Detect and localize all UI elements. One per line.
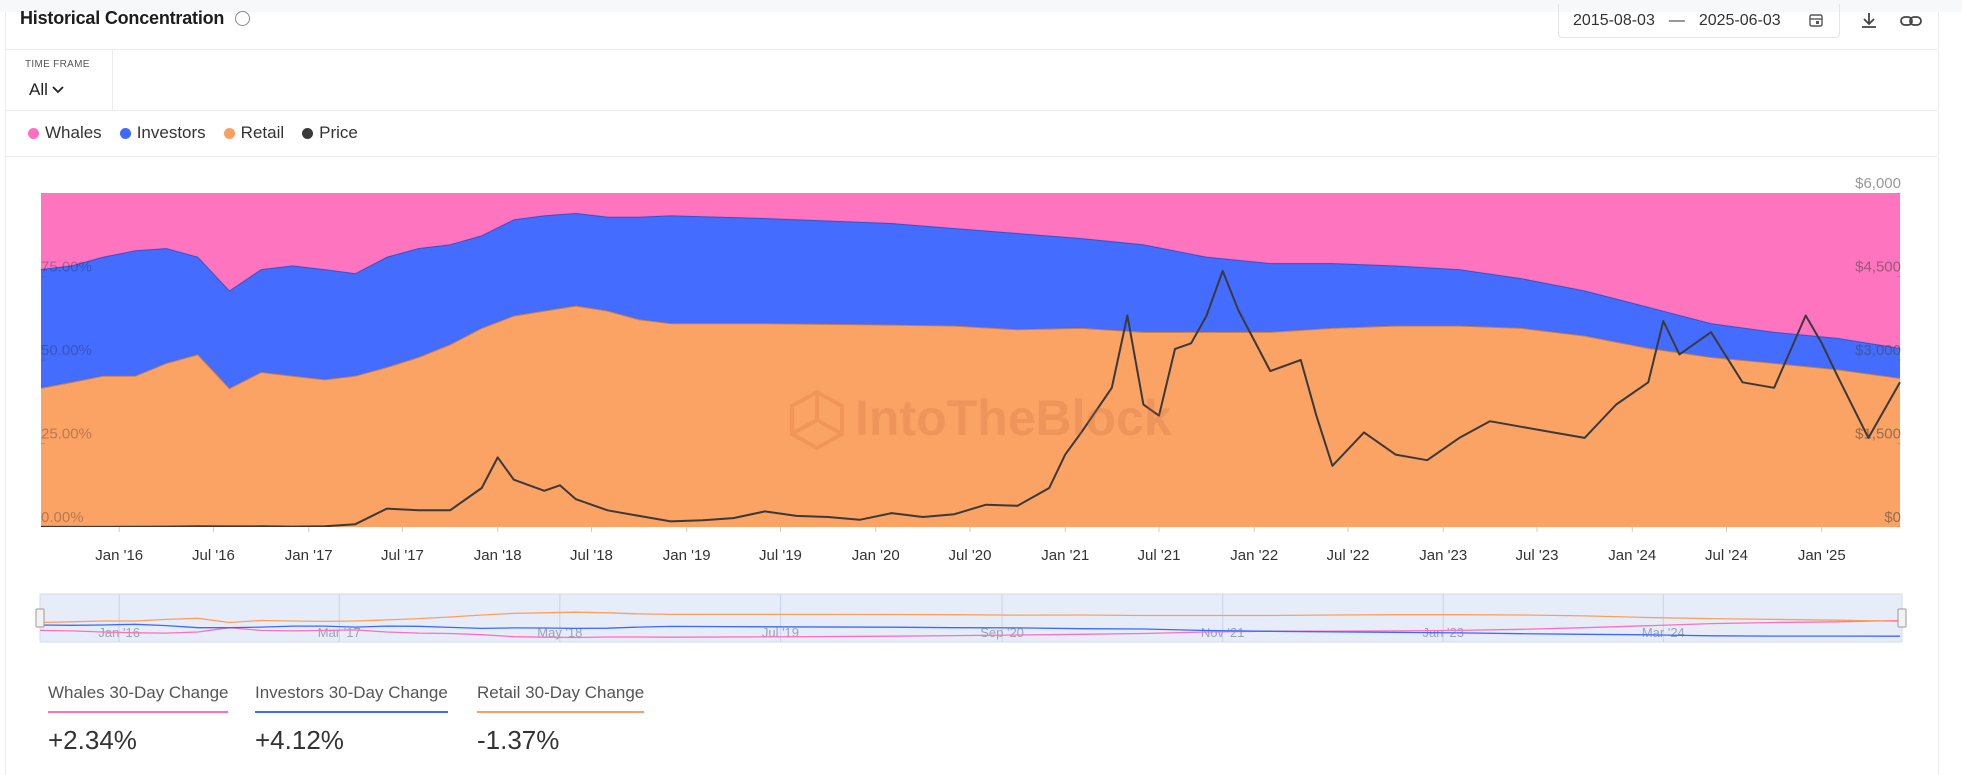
legend-item[interactable]: Price [302,123,358,143]
y2-tick-label: $3,000 [1855,342,1901,359]
calendar-icon[interactable] [1808,12,1824,28]
x-tick-label: Jul '16 [192,547,235,564]
legend-label: Price [319,123,358,142]
navigator-line [39,611,1901,624]
stat-label: Investors 30-Day Change [255,683,448,713]
time-frame-label: TIME FRAME [25,59,90,70]
y-tick-label: 25.00% [41,426,92,443]
navigator-line [39,623,1901,637]
stat-value: +2.34% [48,725,137,755]
price-line [41,269,1901,527]
navigator-line [39,619,1901,639]
x-tick-label: Jul '24 [1705,547,1748,564]
date-range[interactable]: 2015-08-03 — 2025-06-03 [1558,4,1840,38]
x-tick-label: Jul '17 [381,547,424,564]
x-tick-label: Jan '18 [474,547,522,564]
stat: Investors 30-Day Change +4.12% [255,683,448,756]
x-tick-label: Jul '20 [949,547,992,564]
watermark-group: IntoTheBlock [790,389,1172,451]
stat-value: -1.37% [477,725,560,755]
y2-tick-label: $6,000 [1855,175,1901,192]
x-tick-label: Jan '16 [95,547,143,564]
stat-label: Whales 30-Day Change [48,683,229,713]
x-tick-label: Jan '25 [1798,547,1846,564]
navigator-tick-label: Sep '20 [980,625,1024,640]
stat: Retail 30-Day Change -1.37% [477,683,645,756]
legend-label: Whales [45,123,102,142]
legend-item[interactable]: Investors [119,123,206,143]
divider [5,110,1937,111]
navigator-handle[interactable] [1897,608,1907,628]
legend: Whales Investors Retail Price [28,123,358,143]
help-icon[interactable] [235,11,250,26]
navigator-content: Jan '16 Mar '17 May '18 Jul '19 Sep '20 Nov '… [39,594,1901,642]
watermark: IntoTheBlock [855,390,1172,446]
legend-item[interactable]: Whales [28,123,102,143]
link-icon[interactable] [1899,10,1923,32]
top-bar [0,0,1962,12]
card [5,12,1939,775]
legend-swatch [223,127,235,139]
download-icon[interactable] [1858,10,1880,32]
x-tick-label: Jan '19 [663,547,711,564]
x-tick-label: Jan '17 [285,547,333,564]
x-tick-label: Jul '18 [570,547,613,564]
x-tick-label: Jan '21 [1041,547,1089,564]
x-tick-label: Jul '21 [1138,547,1181,564]
end-date: 2025-06-03 [1698,11,1781,29]
legend-swatch [28,127,39,139]
area [41,193,1900,348]
title: Historical Concentration [20,8,225,28]
time-frame-panel [5,50,113,110]
legend-swatch [119,127,131,139]
time-frame-select[interactable]: All [29,80,65,100]
y-tick-label: 75.00% [41,259,92,276]
y2-tick-label: $4,500 [1855,259,1901,276]
plot-area [41,193,1901,527]
time-frame-value: All [29,80,48,99]
legend-label: Investors [136,123,206,142]
axes: 0.00% 25.00% 50.00% 75.00% $0 $1,500 $3,000 $4,… [41,175,1901,564]
stat-label: Retail 30-Day Change [477,683,645,713]
stat-value: +4.12% [255,725,344,755]
chevron [52,86,64,94]
navigator-tick-label: Nov '21 [1201,625,1245,640]
navigator-handle[interactable] [35,608,45,628]
x-tick-label: Jul '23 [1516,547,1559,564]
y-tick-label: 0.00% [41,509,84,526]
area [41,213,1900,389]
x-tick-label: Jul '22 [1327,547,1370,564]
x-tick-label: Jul '19 [759,547,802,564]
watermark-logo [790,389,844,451]
divider [5,156,1937,157]
stat: Whales 30-Day Change +2.34% [48,683,229,756]
divider [5,49,1937,50]
navigator-tick-label: Mar '17 [318,625,361,640]
legend-label: Retail [240,123,285,142]
y-tick-label: 50.00% [41,342,92,359]
legend-item[interactable]: Retail [223,123,285,143]
date-separator: — [1668,11,1685,29]
x-tick-label: Jan '24 [1608,547,1656,564]
start-date: 2015-08-03 [1573,11,1655,29]
y2-tick-label: $1,500 [1855,426,1901,443]
x-tick-label: Jan '23 [1419,547,1467,564]
x-tick-label: Jan '20 [852,547,900,564]
navigator-tick-label: Mar '24 [1642,625,1685,640]
y2-tick-label: $0 [1884,509,1901,526]
area [41,305,1900,527]
x-tick-label: Jan '22 [1230,547,1278,564]
legend-swatch [302,127,314,139]
